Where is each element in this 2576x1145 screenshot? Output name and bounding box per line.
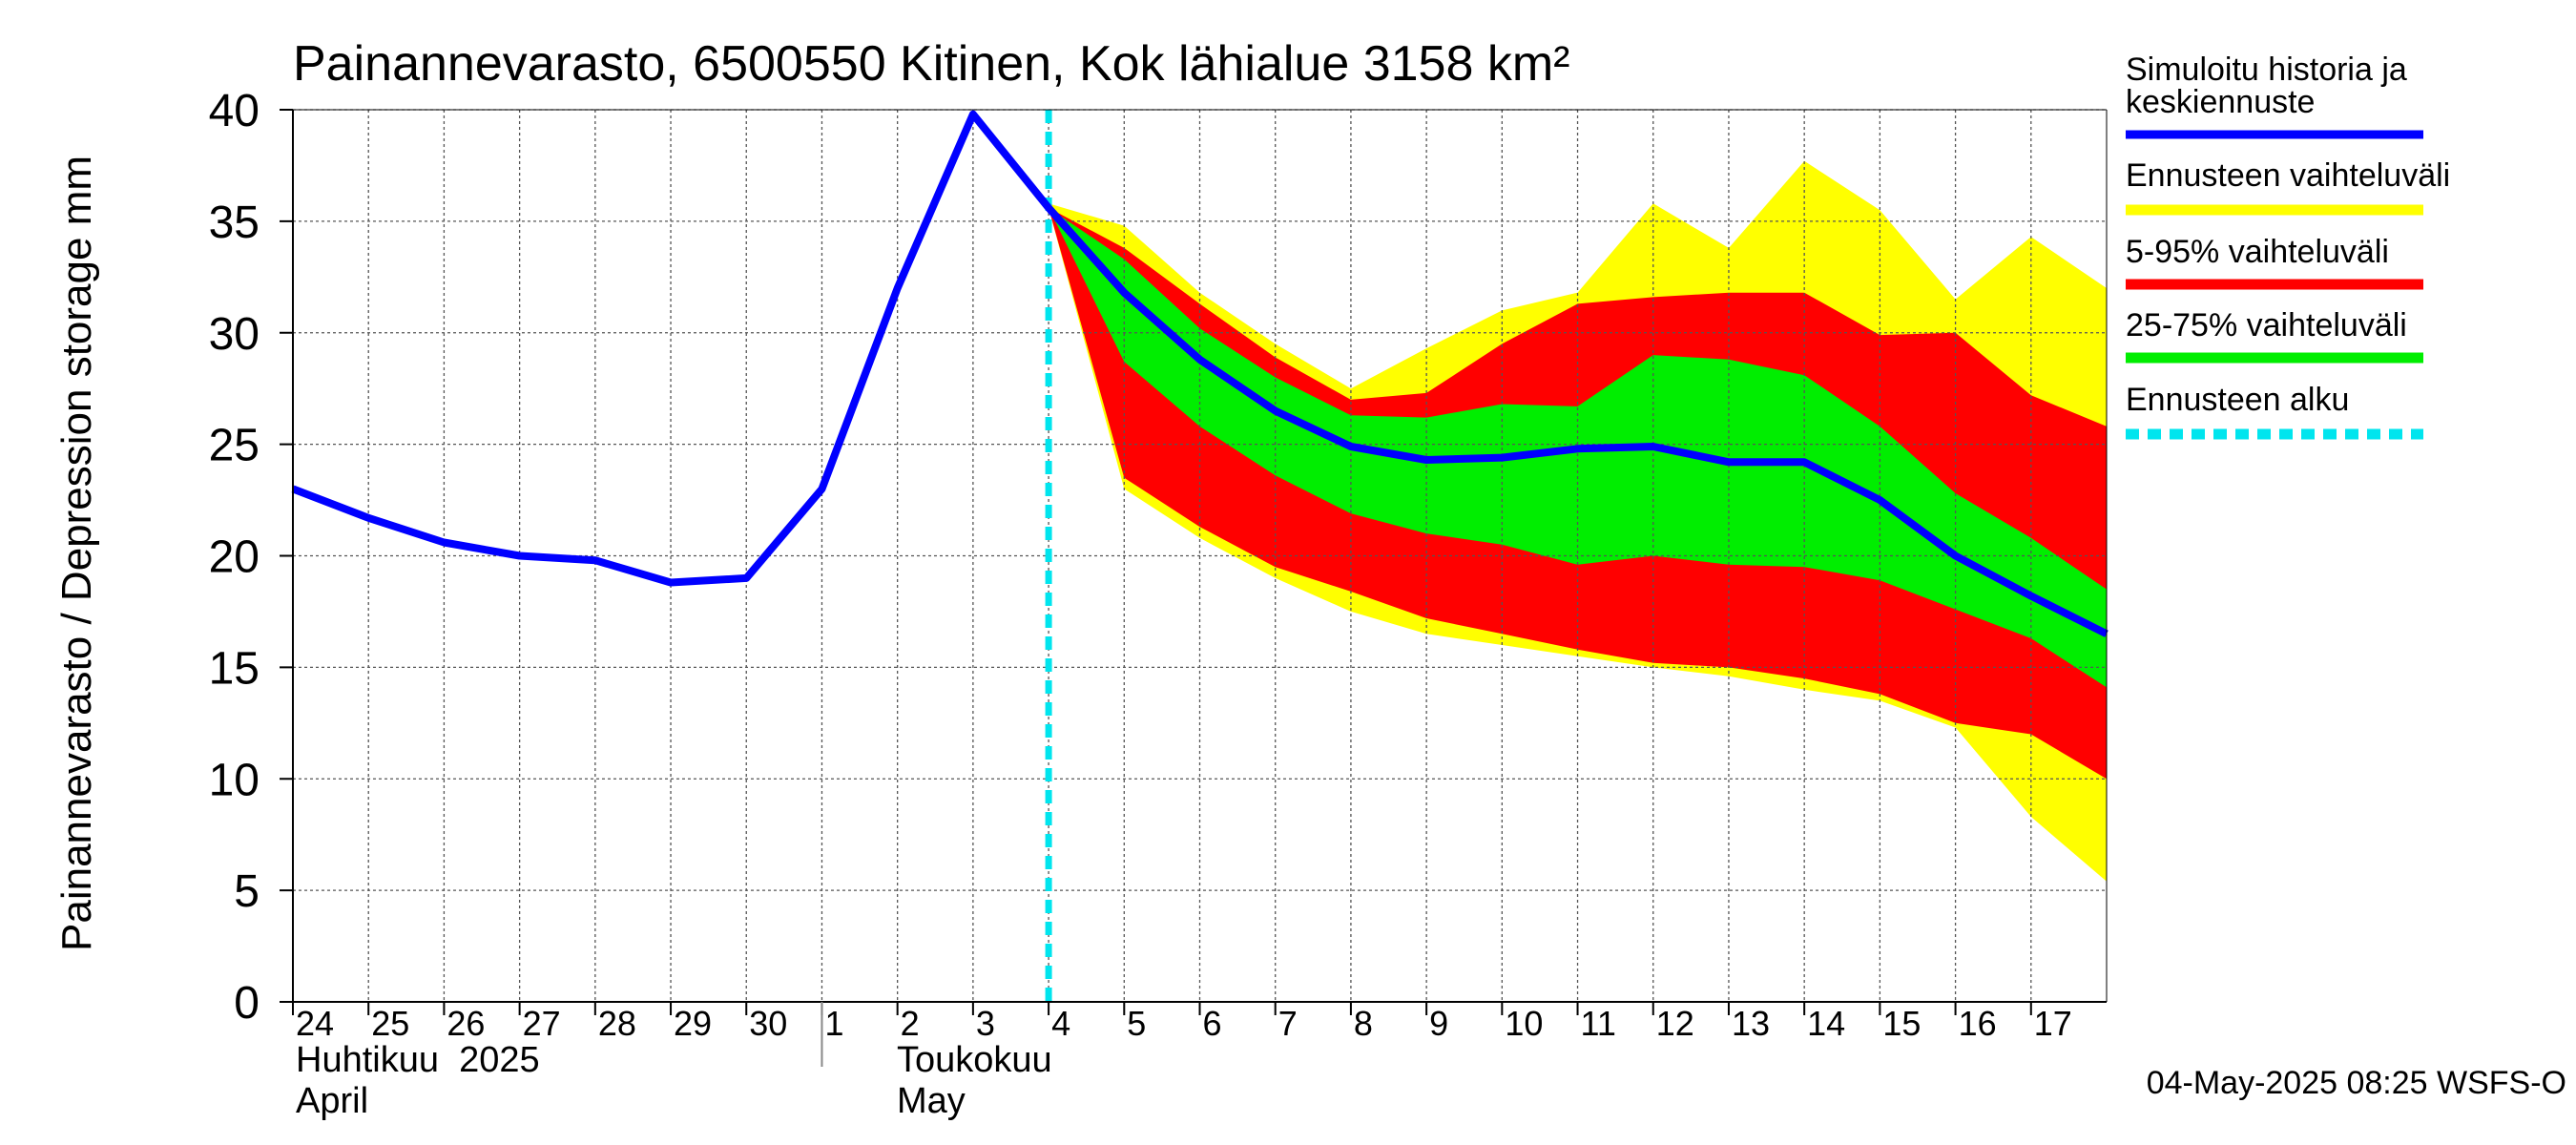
x-tick-label: 30 [749, 1004, 787, 1043]
x-tick-label: 1 [824, 1004, 843, 1043]
legend-label: 25-75% vaihteluväli [2126, 307, 2407, 344]
x-tick-label: 11 [1581, 1004, 1616, 1043]
x-tick-label: 28 [598, 1004, 636, 1043]
timestamp: 04-May-2025 08:25 WSFS-O [2147, 1065, 2566, 1101]
x-tick-label: 9 [1429, 1004, 1448, 1043]
grid-lines [293, 109, 2107, 1002]
month-label-may-fi: Toukokuu [897, 1040, 1052, 1080]
x-tick-label: 26 [447, 1004, 485, 1043]
x-tick-label: 5 [1127, 1004, 1146, 1043]
x-tick-label: 12 [1656, 1004, 1694, 1043]
x-tick-labels: 24 25 26 27 28 29 30 1 2 3 4 5 6 7 8 9 10 11 12 13 14 15 16 17 [296, 1004, 2072, 1043]
y-tick-label: 5 [234, 866, 260, 917]
x-tick-label: 14 [1807, 1004, 1845, 1043]
legend-label: Simuloitu historia ja [2126, 52, 2407, 88]
legend-label: Ennusteen vaihteluväli [2126, 157, 2450, 194]
x-tick-label: 27 [523, 1004, 561, 1043]
x-tick-label: 6 [1203, 1004, 1222, 1043]
y-tick-label: 40 [209, 86, 260, 136]
legend-label: 5-95% vaihteluväli [2126, 234, 2389, 270]
month-label-may-en: May [897, 1081, 966, 1121]
x-tick-label: 2 [901, 1004, 920, 1043]
y-tick-label: 30 [209, 309, 260, 360]
series-line-history-median [291, 110, 2109, 637]
x-tick-label: 25 [371, 1004, 409, 1043]
y-tick-label: 10 [209, 755, 260, 805]
legend-label: Ennusteen alku [2126, 382, 2349, 418]
y-tick-labels: 0 5 10 15 20 25 30 35 40 [209, 86, 260, 1029]
x-tick-label: 24 [296, 1004, 334, 1043]
month-label-april-fi: Huhtikuu 2025 [296, 1040, 540, 1080]
x-tick-label: 10 [1505, 1004, 1543, 1043]
chart-title: Painannevarasto, 6500550 Kitinen, Kok lä… [293, 36, 1569, 92]
x-tick-label: 13 [1732, 1004, 1770, 1043]
x-tick-label: 15 [1882, 1004, 1921, 1043]
legend-label: keskiennuste [2126, 84, 2315, 120]
forecast-bands [1049, 160, 2107, 882]
x-tick-label: 7 [1278, 1004, 1298, 1043]
axes [280, 109, 2108, 1067]
x-tick-label: 3 [976, 1004, 995, 1043]
x-tick-label: 8 [1354, 1004, 1373, 1043]
y-tick-label: 0 [234, 978, 260, 1029]
x-tick-label: 4 [1051, 1004, 1070, 1043]
series-lines [291, 110, 2109, 1002]
x-tick-label: 16 [1959, 1004, 1997, 1043]
x-tick-label: 29 [674, 1004, 712, 1043]
x-tick-label: 17 [2034, 1004, 2072, 1043]
month-label-april-en: April [296, 1081, 368, 1121]
y-tick-label: 20 [209, 532, 260, 583]
y-tick-label: 25 [209, 421, 260, 471]
y-axis-label: Painannevarasto / Depression storage mm [53, 156, 100, 951]
y-tick-label: 15 [209, 643, 260, 694]
y-tick-label: 35 [209, 198, 260, 248]
